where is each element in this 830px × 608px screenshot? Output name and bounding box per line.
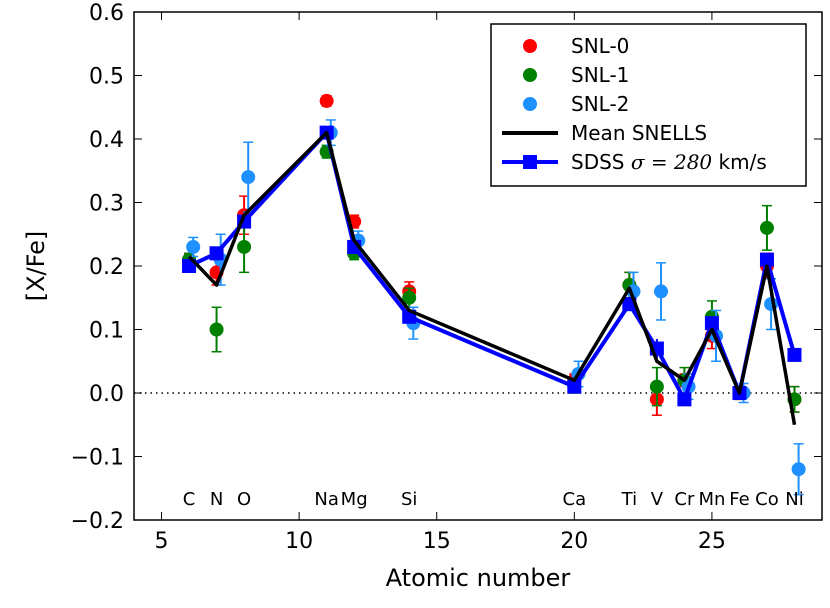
y-tick-label: 0.3: [89, 192, 124, 217]
element-label-si: Si: [401, 489, 417, 510]
data-point: [186, 239, 201, 254]
legend-label: SNL-2: [571, 92, 629, 116]
data-point: [241, 170, 256, 185]
series-mean-snells: [187, 130, 797, 426]
y-tick-label: 0.6: [89, 1, 124, 26]
legend-box: [490, 23, 807, 187]
series-line: [187, 130, 797, 426]
data-point: [319, 93, 334, 108]
legend-entry: Mean SNELLS: [502, 121, 707, 145]
legend-label: SDSS σ = 280 km/s: [571, 150, 767, 174]
data-point: [649, 379, 664, 394]
data-point: [237, 239, 252, 254]
element-label-fe: Fe: [729, 489, 749, 510]
x-tick-label: 5: [155, 529, 169, 554]
data-point: [759, 220, 774, 235]
legend-marker: [523, 68, 537, 82]
x-tick-label: 25: [698, 529, 726, 554]
x-axis-label: Atomic number: [386, 564, 571, 592]
axis-ticks: 5 10 15 20 25 0.6 0.5 0.4 0.3 0.2 0.1 0.0 −0.1 −0.2: [71, 1, 822, 554]
data-square: [787, 347, 802, 362]
element-label-v: V: [651, 489, 664, 510]
series-layer: [182, 93, 806, 496]
y-tick-label: −0.1: [71, 446, 124, 471]
y-axis-label: [X/Fe]: [22, 231, 50, 302]
legend-entry: SNL-2: [523, 92, 629, 116]
element-label-mg: Mg: [341, 489, 368, 510]
legend-label: SNL-0: [571, 34, 629, 58]
data-square: [209, 246, 224, 261]
legend-label: Mean SNELLS: [571, 121, 707, 145]
y-tick-label: 0.5: [89, 65, 124, 90]
element-label-na: Na: [314, 489, 339, 510]
x-tick-label: 10: [285, 529, 313, 554]
y-tick-label: 0.1: [89, 319, 124, 344]
y-tick-label: 0.0: [89, 382, 124, 407]
data-square: [567, 379, 582, 394]
data-square: [677, 392, 692, 407]
data-square: [704, 316, 719, 331]
data-point: [791, 462, 806, 477]
legend-marker: [523, 39, 537, 53]
legend-entry: SNL-1: [523, 63, 629, 87]
element-label-ti: Ti: [621, 489, 637, 510]
legend-label: SNL-1: [571, 63, 629, 87]
x-tick-label: 20: [560, 529, 588, 554]
y-tick-label: 0.2: [89, 255, 124, 280]
element-label-cr: Cr: [674, 489, 695, 510]
element-label-n: N: [210, 489, 223, 510]
legend-marker: [523, 97, 537, 111]
data-square: [759, 252, 774, 267]
element-labels: C N O Na Mg Si Ca Ti V Cr Mn Fe Co Ni: [183, 489, 804, 510]
element-label-ca: Ca: [563, 489, 587, 510]
legend-entry: SNL-0: [523, 34, 629, 58]
element-label-o: O: [237, 489, 251, 510]
element-label-c: C: [183, 489, 196, 510]
element-label-mn: Mn: [698, 489, 725, 510]
legend-entry: SDSS σ = 280 km/s: [502, 150, 767, 174]
data-point: [654, 284, 669, 299]
x-tick-label: 15: [423, 529, 451, 554]
data-point: [402, 290, 417, 305]
legend-square: [523, 155, 537, 169]
data-point: [209, 322, 224, 337]
element-label-ni: Ni: [785, 489, 803, 510]
y-tick-label: −0.2: [71, 509, 124, 534]
legend: SNL-0 SNL-1 SNL-2 Mean SNELLS SDSS σ = 280 k…: [490, 23, 807, 187]
y-tick-label: 0.4: [89, 128, 124, 153]
element-label-co: Co: [755, 489, 779, 510]
